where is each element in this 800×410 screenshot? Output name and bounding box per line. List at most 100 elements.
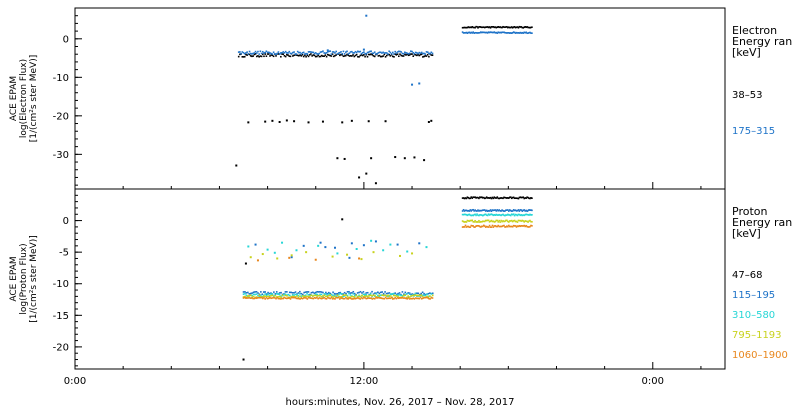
data-point <box>294 296 297 299</box>
data-point <box>487 209 490 212</box>
data-point <box>401 294 404 297</box>
data-point <box>255 52 258 54</box>
data-point <box>379 291 382 294</box>
data-point <box>310 51 312 53</box>
data-point <box>257 294 259 297</box>
proton-legend-entry: 795–1193 <box>732 330 782 341</box>
data-point <box>239 51 241 53</box>
data-point <box>248 297 251 299</box>
data-point <box>403 293 405 295</box>
data-point <box>529 31 531 34</box>
proton-legend-title-line: [keV] <box>732 227 761 240</box>
data-point <box>370 53 372 55</box>
data-point <box>427 295 430 298</box>
data-point <box>242 51 245 54</box>
data-point <box>337 296 340 299</box>
data-point <box>479 221 481 223</box>
data-point <box>419 53 422 56</box>
data-point <box>518 224 521 227</box>
data-point <box>480 226 482 228</box>
data-point <box>382 55 384 57</box>
data-point <box>358 294 360 297</box>
data-point <box>395 297 398 300</box>
data-point <box>469 26 472 29</box>
data-point <box>351 292 353 294</box>
electron-y-tick-label: 0 <box>63 34 69 45</box>
proton-y-axis-label-line: [1/(cm²s ster MeV)] <box>29 235 39 322</box>
data-point <box>280 52 282 54</box>
data-point <box>489 226 492 228</box>
data-point <box>523 26 526 29</box>
data-point <box>282 53 285 55</box>
data-point <box>518 196 521 199</box>
data-point <box>466 26 469 29</box>
data-point <box>365 52 368 55</box>
data-point <box>482 26 484 29</box>
data-point <box>337 52 340 54</box>
data-point <box>524 25 526 28</box>
proton-legend-title-line: Proton <box>732 205 767 218</box>
data-point <box>468 31 471 34</box>
data-point <box>530 32 532 34</box>
data-point <box>502 220 504 222</box>
data-point <box>526 196 528 199</box>
data-point <box>430 54 433 56</box>
data-point <box>385 52 388 54</box>
data-point <box>501 197 503 199</box>
data-point <box>482 26 485 28</box>
data-point <box>479 26 481 28</box>
data-point <box>362 244 365 247</box>
data-point <box>295 249 298 252</box>
data-point <box>303 294 305 297</box>
data-point <box>281 241 284 244</box>
data-point <box>286 294 288 297</box>
data-point <box>395 293 398 296</box>
data-point <box>394 296 396 299</box>
data-point <box>501 26 503 29</box>
data-point <box>265 50 268 53</box>
data-point <box>289 298 292 300</box>
data-point <box>352 290 355 293</box>
data-point <box>358 297 360 300</box>
data-point <box>300 297 303 300</box>
data-point <box>241 55 244 58</box>
data-point <box>375 296 378 298</box>
data-point <box>461 210 464 212</box>
data-point <box>358 51 360 53</box>
data-point <box>335 296 338 299</box>
data-point <box>471 219 474 222</box>
data-point <box>480 214 482 216</box>
data-point <box>485 225 488 228</box>
data-point <box>417 294 420 297</box>
data-point <box>374 292 376 294</box>
data-point <box>373 55 376 58</box>
data-point <box>376 52 378 55</box>
data-point <box>296 293 298 296</box>
data-point <box>508 32 511 34</box>
proton-legend-title: Proton Energy ran [keV] <box>732 205 792 240</box>
data-point <box>258 296 260 299</box>
data-point <box>314 55 317 58</box>
data-point <box>504 214 506 217</box>
data-point <box>284 293 287 296</box>
data-point <box>262 295 265 298</box>
data-point <box>323 55 325 57</box>
data-point <box>333 294 336 297</box>
data-point <box>338 293 340 296</box>
data-point <box>531 32 533 34</box>
data-point <box>252 55 254 57</box>
data-point <box>404 53 406 56</box>
data-point <box>326 292 329 295</box>
data-point <box>530 26 532 29</box>
data-point <box>428 297 430 300</box>
data-point <box>479 196 481 198</box>
data-point <box>351 295 353 298</box>
data-point <box>340 295 343 298</box>
data-point <box>385 295 388 297</box>
data-point <box>331 255 334 258</box>
data-point <box>470 214 473 217</box>
data-point <box>525 26 527 29</box>
data-point <box>258 294 261 296</box>
data-point <box>406 250 409 253</box>
data-point <box>529 225 531 228</box>
